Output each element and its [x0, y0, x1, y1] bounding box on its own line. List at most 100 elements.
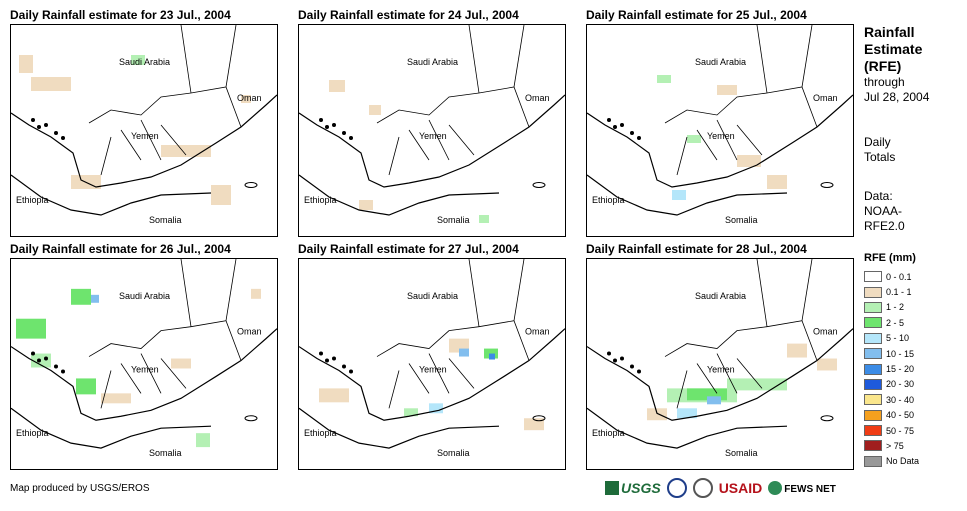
socotra-island — [532, 415, 546, 422]
legend-swatch — [864, 301, 882, 313]
rainfall-patch — [251, 288, 261, 299]
legend-label: 5 - 10 — [886, 333, 910, 344]
map-label-oman: Oman — [525, 93, 550, 103]
map-label-somalia: Somalia — [149, 448, 182, 458]
map-label-ethiopia: Ethiopia — [304, 195, 337, 205]
sidebar-data-1: Data: — [864, 189, 893, 203]
island — [342, 131, 346, 135]
africa-coastline — [11, 174, 212, 216]
map-label-ethiopia: Ethiopia — [592, 195, 625, 205]
coastline — [11, 328, 277, 421]
panel-title-1: Daily Rainfall estimate for 23 Jul., 200… — [10, 8, 231, 22]
sidebar-title-3: (RFE) — [864, 58, 902, 74]
rainfall-patch — [677, 408, 697, 419]
rainfall-patch — [767, 175, 787, 189]
map-label-somalia: Somalia — [437, 215, 470, 225]
rainfall-patch — [687, 388, 727, 401]
legend-item: 10 - 15 — [864, 346, 919, 361]
map-panel-2: Saudi Arabia Oman Yemen Ethiopia Somalia — [298, 24, 566, 237]
rainfall-patch — [657, 75, 671, 83]
map-label-yemen: Yemen — [707, 364, 735, 374]
map-svg: Saudi Arabia Oman Yemen Ethiopia Somalia — [587, 25, 853, 225]
map-label-oman: Oman — [813, 327, 838, 337]
island — [620, 123, 624, 127]
island — [325, 358, 329, 363]
africa-coastline — [11, 407, 212, 449]
africa-coastline — [587, 174, 788, 216]
map-label-ethiopia: Ethiopia — [16, 428, 49, 438]
map-label-yemen: Yemen — [131, 364, 159, 374]
legend: RFE (mm) 0 - 0.1 0.1 - 1 1 - 2 2 - 5 5 - 10 1… — [864, 252, 919, 469]
legend-item: 50 - 75 — [864, 423, 919, 438]
island — [31, 118, 35, 122]
rainfall-patch — [101, 393, 131, 404]
rainfall-patch — [717, 85, 737, 95]
coastline — [11, 94, 277, 188]
map-label-oman: Oman — [237, 327, 262, 337]
logo-bar: USGS USAID FEWS NET — [605, 478, 836, 498]
legend-swatch — [864, 317, 882, 329]
panel-title-2: Daily Rainfall estimate for 24 Jul., 200… — [298, 8, 519, 22]
island — [61, 136, 65, 140]
rainfall-patch — [479, 215, 489, 223]
coastline — [299, 94, 565, 188]
map-label-oman: Oman — [237, 93, 262, 103]
map-svg: Saudi Arabia Oman Yemen Ethiopia Somalia — [11, 25, 277, 225]
legend-label: > 75 — [886, 440, 904, 451]
sidebar-daily-2: Totals — [864, 150, 896, 164]
borders — [88, 25, 242, 176]
island — [332, 123, 336, 127]
rainfall-patch — [211, 185, 231, 205]
sidebar-daily-1: Daily — [864, 135, 891, 149]
legend-label: 15 - 20 — [886, 364, 915, 375]
legend-swatch — [864, 394, 882, 406]
map-label-somalia: Somalia — [725, 215, 758, 225]
island — [54, 364, 58, 369]
panel-title-5: Daily Rainfall estimate for 27 Jul., 200… — [298, 242, 519, 256]
rainfall-patch — [19, 55, 33, 73]
legend-swatch — [864, 363, 882, 375]
legend-swatch — [864, 440, 882, 452]
legend-label: 0 - 0.1 — [886, 271, 912, 282]
island — [44, 356, 48, 361]
legend-item: 20 - 30 — [864, 377, 919, 392]
borders — [664, 25, 818, 176]
rainfall-patch — [16, 318, 46, 339]
island — [319, 118, 323, 122]
rainfall-patch — [524, 418, 544, 431]
legend-label: 20 - 30 — [886, 379, 915, 390]
sidebar-title-2: Estimate — [864, 41, 923, 57]
coastline — [587, 94, 853, 188]
usaid-seal-icon — [692, 478, 713, 498]
rainfall-patch — [319, 388, 349, 403]
legend-swatch — [864, 348, 882, 360]
socotra-island — [820, 415, 834, 422]
island — [61, 369, 65, 374]
map-svg: Saudi Arabia Oman Yemen Ethiopia Somalia — [299, 25, 565, 225]
island — [613, 358, 617, 363]
sidebar-data-2: NOAA- — [864, 204, 903, 218]
rainfall-patch — [787, 343, 807, 358]
rainfall-patch — [817, 358, 837, 371]
legend-swatch — [864, 455, 882, 467]
map-label-somalia: Somalia — [149, 215, 182, 225]
legend-label: 10 - 15 — [886, 348, 915, 359]
map-label-oman: Oman — [525, 327, 550, 337]
rainfall-patch — [737, 155, 761, 167]
rainfall-patch — [707, 396, 721, 405]
island — [332, 356, 336, 361]
rainfall-patch — [369, 105, 381, 115]
sidebar-title-block: Rainfall Estimate (RFE) through Jul 28, … — [864, 24, 929, 105]
rainfall-patch — [727, 378, 787, 391]
island — [54, 131, 58, 135]
map-label-yemen: Yemen — [707, 131, 735, 141]
legend-label: 0.1 - 1 — [886, 287, 912, 298]
usgs-logo: USGS — [605, 480, 661, 496]
borders — [664, 259, 818, 409]
legend-swatch — [864, 332, 882, 344]
sidebar-through: through — [864, 75, 905, 89]
map-credit: Map produced by USGS/EROS — [10, 483, 150, 494]
map-label-ethiopia: Ethiopia — [592, 428, 625, 438]
legend-item: 0.1 - 1 — [864, 284, 919, 299]
legend-item: 1 - 2 — [864, 300, 919, 315]
